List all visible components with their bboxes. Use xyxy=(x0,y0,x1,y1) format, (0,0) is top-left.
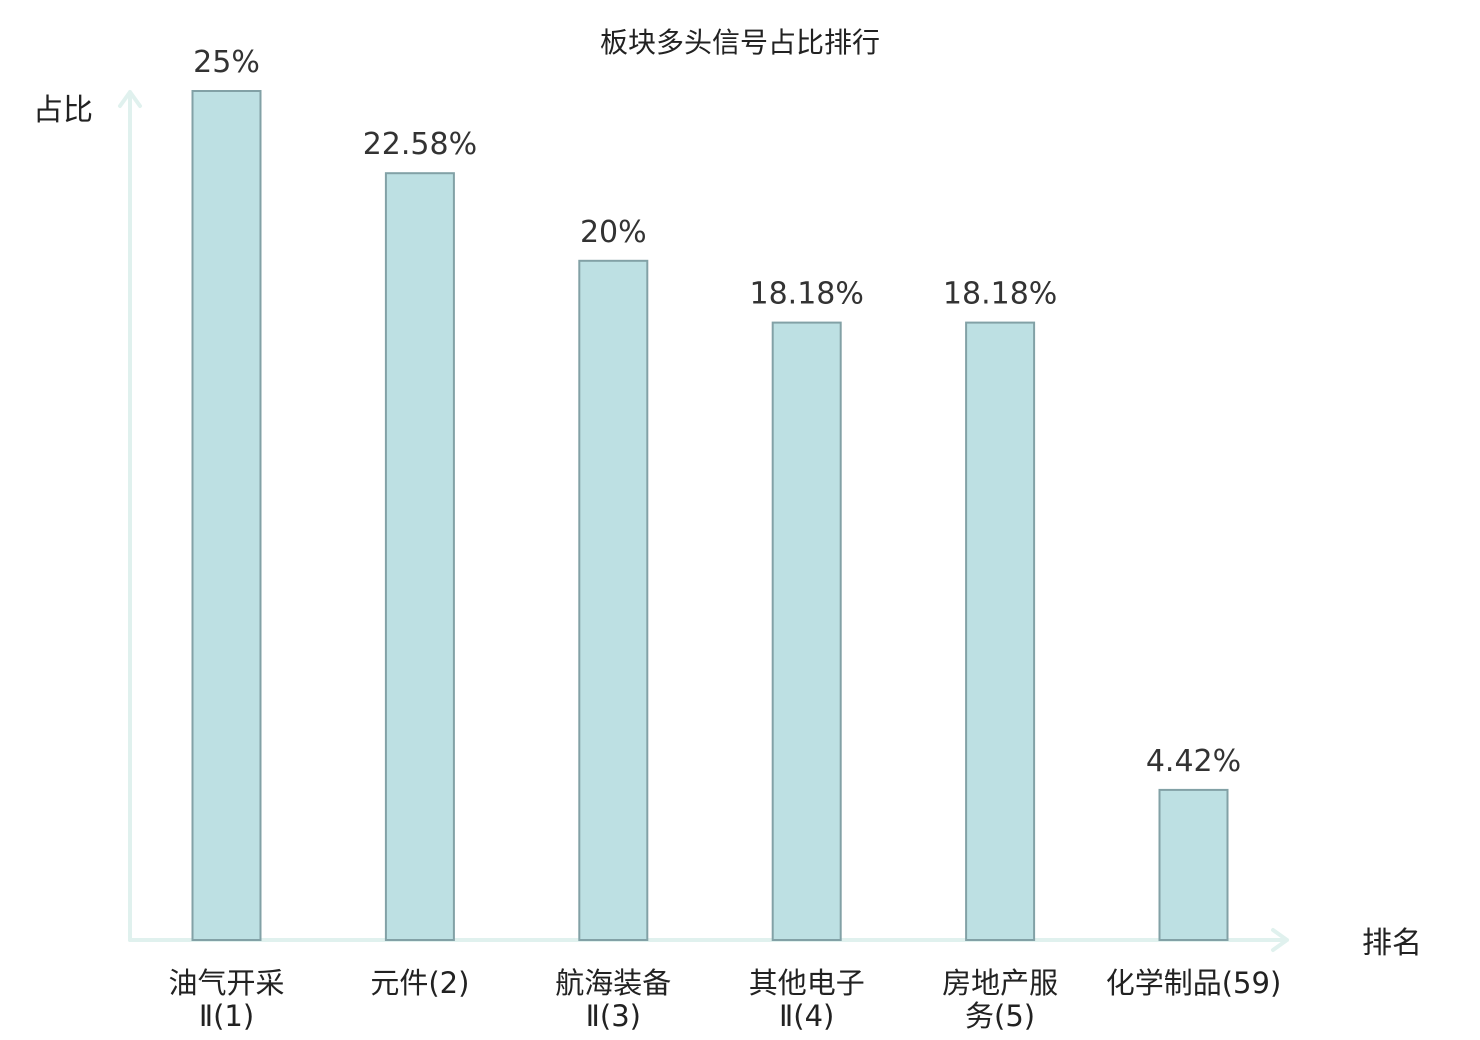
value-labels-group: 25% 22.58% 20% 18.18% 18.18% 4.42% xyxy=(193,45,1241,779)
bar-4 xyxy=(965,321,1036,942)
x-axis-label: 排名 xyxy=(1362,926,1422,961)
bars-group xyxy=(191,90,1229,942)
category-label-0-line-1: Ⅱ(1) xyxy=(199,999,254,1033)
x-axis xyxy=(128,928,1289,952)
value-label-1: 22.58% xyxy=(363,127,477,162)
value-label-2: 20% xyxy=(580,215,647,250)
bar-0 xyxy=(191,90,262,941)
category-label-3-line-1: Ⅱ(4) xyxy=(779,999,834,1033)
category-label-3-line-0: 其他电子 xyxy=(749,966,865,1000)
bar-3 xyxy=(771,321,842,942)
bar-5 xyxy=(1158,788,1229,942)
category-label-1-line-0: 元件(2) xyxy=(370,966,469,1000)
value-label-0: 25% xyxy=(193,45,260,80)
value-label-4: 18.18% xyxy=(943,277,1057,312)
category-label-5-line-0: 化学制品(59) xyxy=(1106,966,1282,1000)
bar-1 xyxy=(384,172,455,941)
chart-title: 板块多头信号占比排行 xyxy=(600,26,880,59)
value-label-3: 18.18% xyxy=(750,277,864,312)
category-label-2-line-1: Ⅱ(3) xyxy=(586,999,641,1033)
y-axis xyxy=(118,90,142,942)
value-label-5: 4.42% xyxy=(1146,744,1241,779)
category-label-2-line-0: 航海装备 xyxy=(555,966,671,1000)
bar-2 xyxy=(578,259,649,941)
category-label-4-line-0: 房地产服 xyxy=(942,966,1058,1000)
y-axis-label: 占比 xyxy=(33,93,93,128)
category-label-4-line-1: 务(5) xyxy=(965,999,1035,1033)
category-label-0-line-0: 油气开采 xyxy=(168,966,284,1000)
